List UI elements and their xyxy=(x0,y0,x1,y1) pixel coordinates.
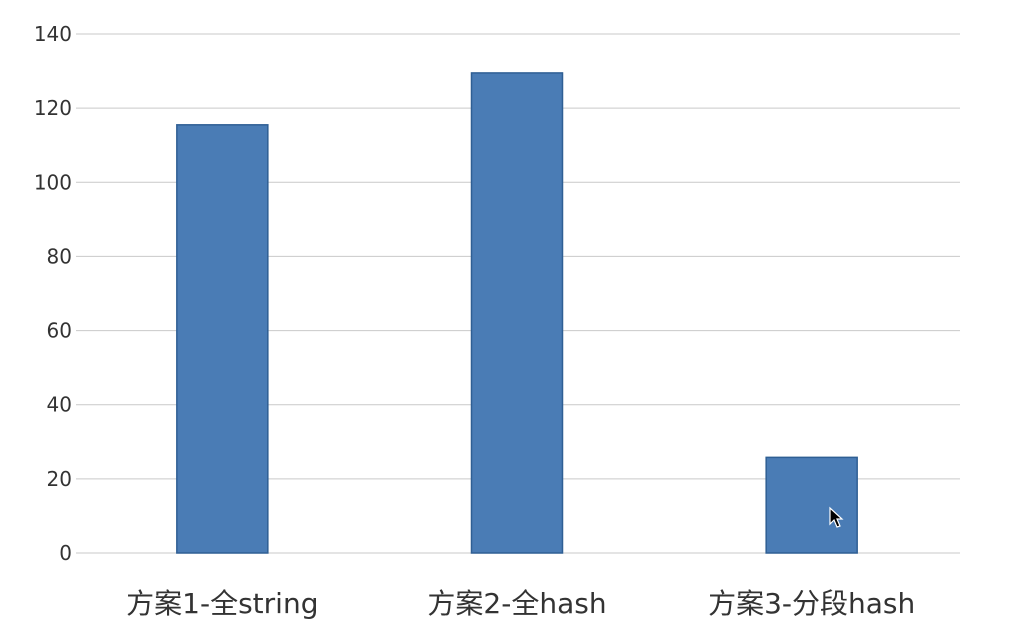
y-tick-label: 0 xyxy=(59,541,72,565)
bars xyxy=(176,72,858,554)
y-axis: 0 20 40 60 80 100 120 140 xyxy=(34,22,72,565)
x-axis: 方案1-全string 方案2-全hash 方案3-分段hash xyxy=(126,587,915,620)
y-tick-label: 120 xyxy=(34,96,72,120)
bar-2 xyxy=(470,72,564,554)
bar-3 xyxy=(765,456,858,554)
y-tick-label: 80 xyxy=(47,244,72,268)
y-tick-label: 100 xyxy=(34,170,72,194)
y-tick-label: 60 xyxy=(47,319,72,343)
bar-1 xyxy=(176,124,269,554)
x-tick-label: 方案2-全hash xyxy=(427,587,606,620)
x-tick-label: 方案3-分段hash xyxy=(708,587,915,620)
x-tick-label: 方案1-全string xyxy=(126,587,318,620)
y-tick-label: 20 xyxy=(47,467,72,491)
y-tick-label: 40 xyxy=(47,393,72,417)
mouse-cursor-icon xyxy=(829,506,844,528)
y-tick-label: 140 xyxy=(34,22,72,46)
